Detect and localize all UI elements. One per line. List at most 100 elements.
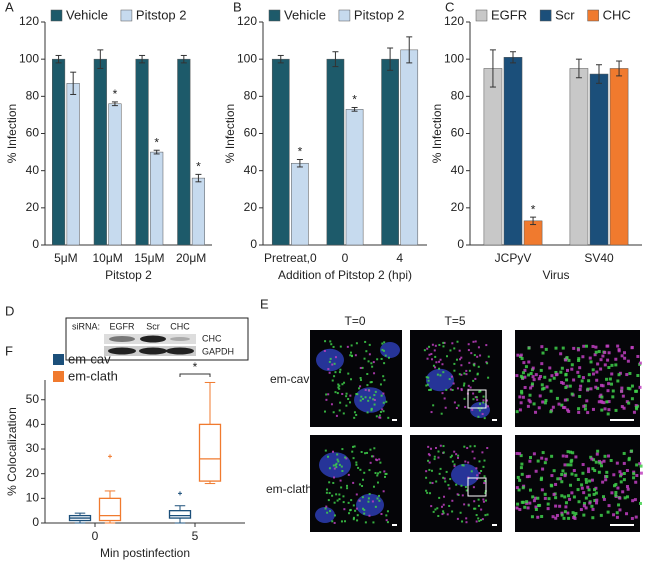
speckle	[461, 494, 464, 497]
y-tick-label: 40	[451, 163, 465, 177]
speckle	[351, 450, 354, 453]
speckle	[626, 359, 630, 363]
speckle	[530, 515, 534, 519]
speckle	[437, 514, 440, 517]
speckle	[475, 396, 478, 399]
speckle	[536, 459, 540, 463]
speckle	[335, 462, 338, 465]
speckle	[329, 357, 332, 360]
speckle	[521, 395, 525, 399]
speckle	[577, 357, 581, 361]
speckle	[483, 475, 486, 478]
microscopy: E T=0 T=5 em-cav em-clath	[260, 296, 643, 532]
speckle	[428, 454, 431, 457]
speckle	[570, 491, 574, 495]
speckle	[334, 391, 337, 394]
speckle	[559, 352, 563, 356]
speckle	[591, 516, 595, 520]
x-tick-label: 10μM	[92, 251, 122, 265]
speckle	[354, 509, 357, 512]
speckle	[587, 379, 591, 383]
speckle	[463, 372, 466, 375]
speckle	[528, 459, 532, 463]
speckle	[325, 393, 328, 396]
significance-marker: *	[196, 160, 201, 174]
speckle	[428, 345, 431, 348]
speckle	[363, 357, 366, 360]
speckle	[537, 406, 541, 410]
speckle	[525, 500, 529, 504]
speckle	[385, 519, 388, 522]
speckle	[546, 507, 550, 511]
speckle	[386, 521, 389, 524]
speckle	[564, 386, 568, 390]
speckle	[467, 384, 470, 387]
speckle	[382, 410, 385, 413]
speckle	[479, 390, 482, 393]
speckle	[449, 349, 452, 352]
column-label: T=5	[444, 314, 465, 328]
speckle	[336, 499, 339, 502]
speckle	[614, 363, 618, 367]
speckle	[591, 467, 595, 471]
speckle	[367, 360, 370, 363]
speckle	[440, 505, 443, 508]
x-tick-label: 0	[342, 251, 349, 265]
speckle	[380, 512, 383, 515]
speckle	[518, 478, 522, 482]
lane-label: Scr	[146, 321, 160, 331]
speckle	[368, 492, 371, 495]
speckle	[327, 368, 330, 371]
speckle	[556, 477, 560, 481]
speckle	[560, 494, 564, 498]
speckle	[560, 366, 564, 370]
speckle	[449, 478, 452, 481]
speckle	[630, 346, 634, 350]
y-axis-label: % Infection	[223, 104, 237, 163]
speckle	[339, 479, 342, 482]
speckle	[369, 381, 372, 384]
speckle	[361, 485, 364, 488]
speckle	[538, 375, 542, 379]
speckle	[382, 349, 385, 352]
bar	[483, 68, 503, 246]
speckle	[353, 445, 356, 448]
speckle	[516, 353, 520, 357]
speckle	[515, 486, 519, 490]
speckle	[522, 484, 526, 488]
speckle	[482, 465, 485, 468]
speckle	[379, 461, 382, 464]
speckle	[481, 413, 484, 416]
speckle	[341, 383, 344, 386]
speckle	[589, 455, 593, 459]
speckle	[370, 455, 373, 458]
speckle	[338, 498, 341, 501]
speckle	[534, 469, 538, 473]
speckle	[439, 444, 442, 447]
y-tick-label: 60	[26, 126, 40, 140]
speckle	[332, 345, 335, 348]
speckle	[550, 474, 554, 478]
speckle	[534, 373, 538, 377]
speckle	[383, 341, 386, 344]
speckle	[462, 464, 465, 467]
speckle	[363, 508, 366, 511]
speckle	[359, 385, 362, 388]
speckle	[486, 405, 489, 408]
speckle	[483, 417, 486, 420]
speckle	[571, 451, 575, 455]
speckle	[616, 379, 620, 383]
speckle	[571, 511, 575, 515]
legend-label: CHC	[603, 7, 631, 22]
speckle	[638, 385, 642, 389]
speckle	[540, 362, 544, 366]
speckle	[456, 387, 459, 390]
speckle	[569, 463, 573, 467]
speckle	[485, 361, 488, 364]
speckle	[630, 516, 634, 520]
speckle	[594, 345, 598, 349]
speckle	[530, 382, 534, 386]
speckle	[515, 451, 519, 455]
speckle	[539, 368, 543, 372]
speckle	[361, 397, 364, 400]
